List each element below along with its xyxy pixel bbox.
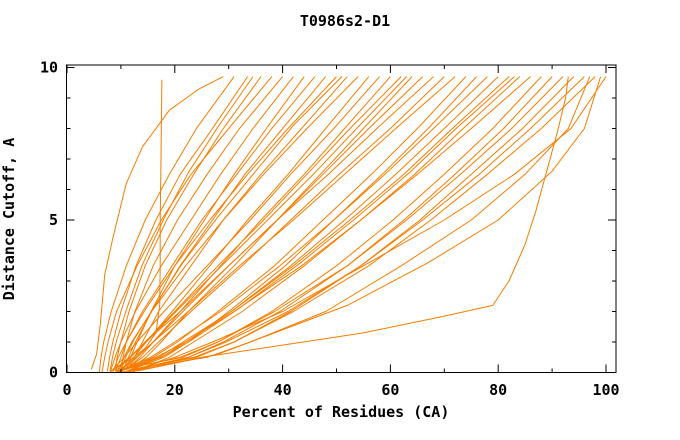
model-curve [109,76,380,373]
model-curve [120,76,343,371]
y-tick-label: 5 [49,211,58,229]
model-curve [112,76,434,372]
model-curve [115,76,316,372]
x-axis-label: Percent of Residues (CA) [233,403,450,421]
x-tick-label: 0 [62,381,71,399]
model-curve [115,76,564,372]
model-curve [90,76,224,370]
model-curve [134,76,569,372]
y-tick-label: 0 [49,364,58,382]
model-curve [115,79,163,369]
model-curve [106,76,249,372]
model-curve [131,76,521,373]
model-curve [115,76,262,370]
model-curve [120,76,585,373]
model-curve [131,76,477,370]
model-curve [123,76,327,370]
x-tick-label: 20 [166,381,184,399]
model-curve [109,76,294,373]
plot-border [66,64,617,373]
x-tick-label: 60 [381,381,399,399]
model-curve [118,76,531,372]
x-tick-label: 100 [592,381,619,399]
model-curve [128,76,515,371]
model-curve [109,76,254,372]
model-curve [101,76,273,373]
model-curve [98,76,235,373]
model-curve [120,76,542,370]
model-curve [126,76,596,372]
x-tick-label: 80 [489,381,507,399]
model-curve [112,76,337,373]
x-tick-label: 40 [274,381,292,399]
model-curve [125,76,391,370]
model-curve [131,76,413,369]
model-curve [115,76,407,370]
y-axis-label: Distance Cutoff, A [0,138,18,301]
model-curve [126,76,445,370]
y-tick-label: 10 [40,59,58,77]
model-curve [117,76,359,372]
model-curve [120,76,370,370]
model-curve [120,76,283,369]
model-curve [128,76,348,369]
axis-layer: 0 20 40 60 80 100 0 5 10 [40,59,620,400]
model-curve [125,76,305,370]
chart-title: T0986s2-D1 [300,12,390,30]
model-curve [115,76,402,372]
model-curve [136,76,602,372]
model-curve [126,76,607,373]
series-layer [90,76,607,373]
model-curve [117,76,456,373]
model-curve [120,76,467,372]
model-curve [115,76,488,373]
model-curve [131,76,575,370]
